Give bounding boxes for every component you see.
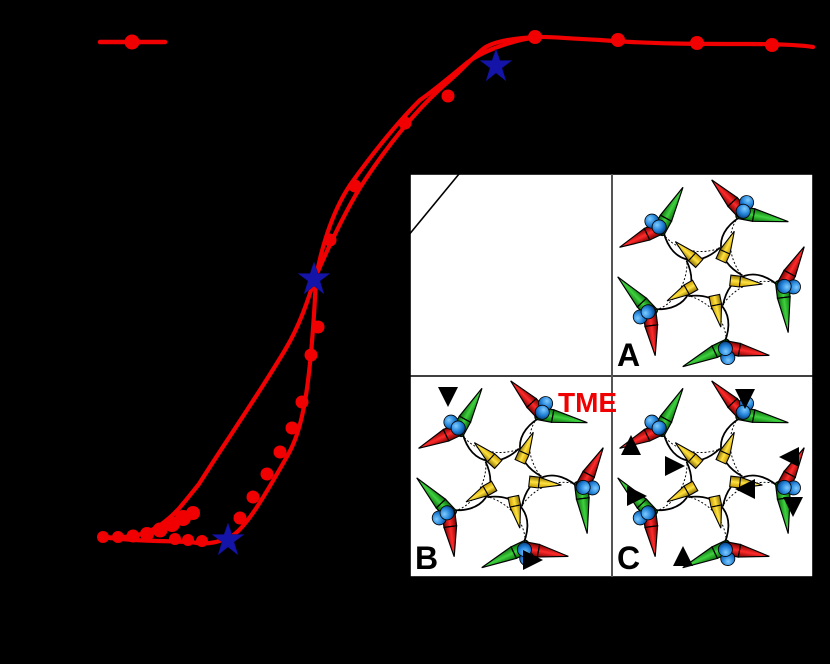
svg-text:TME: TME xyxy=(558,387,617,418)
svg-text:C: C xyxy=(617,540,640,576)
svg-text:B: B xyxy=(415,540,438,576)
svg-text:A: A xyxy=(617,337,640,373)
